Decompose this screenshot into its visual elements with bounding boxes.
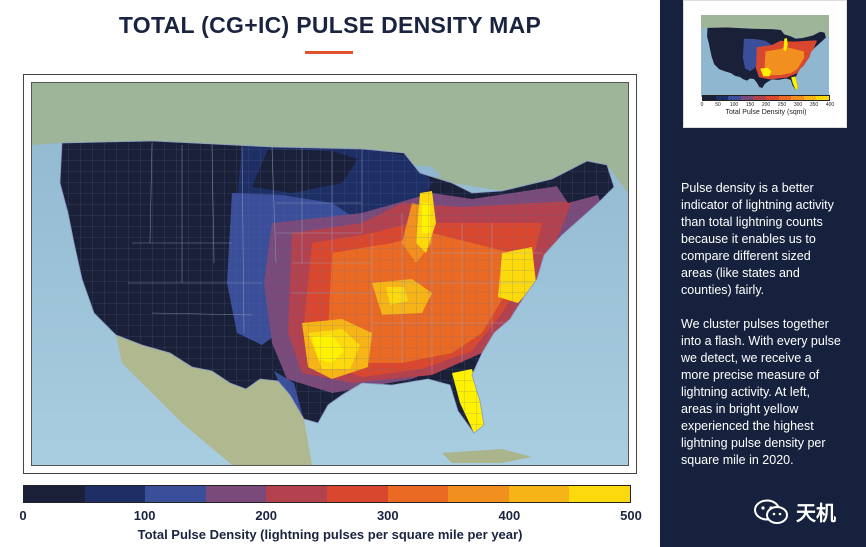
thumbnail-tick-label: 300: [793, 102, 803, 108]
thumbnail-legend-bar: [702, 95, 830, 101]
legend-swatch: [569, 486, 630, 502]
legend-tick-label: 300: [376, 508, 399, 523]
thumbnail-legend-swatch: [728, 96, 741, 100]
watermark-text: 天机: [796, 503, 836, 525]
thumbnail-tick-label: 200: [761, 102, 771, 108]
legend-tick-label: 0: [19, 508, 27, 523]
legend-swatch: [508, 486, 570, 502]
page-title: TOTAL (CG+IC) PULSE DENSITY MAP: [118, 12, 542, 38]
thumbnail-legend-swatch: [703, 96, 716, 100]
thumbnail-tick-label: 0: [700, 102, 704, 108]
map-frame: [23, 74, 637, 474]
thumbnail-legend-swatch: [816, 96, 829, 100]
legend-tick-label: 100: [133, 508, 156, 523]
legend-swatch: [24, 486, 85, 502]
thumbnail-tick-label: 250: [777, 102, 787, 108]
thumbnail-legend-swatch: [740, 96, 754, 100]
legend-swatch: [84, 486, 146, 502]
thumbnail-legend-swatch: [778, 96, 792, 100]
thumbnail-legend-swatch: [765, 96, 779, 100]
wechat-icon: [754, 499, 788, 524]
canada-landmass: [32, 83, 628, 193]
main-panel: TOTAL (CG+IC) PULSE DENSITY MAP: [19, 12, 642, 542]
mexico-landmass: [116, 335, 312, 465]
legend-swatch: [326, 486, 388, 502]
thumbnail-tick-label: 400: [825, 102, 835, 108]
cuba-island: [442, 449, 532, 463]
legend-swatch: [145, 486, 206, 502]
legend-tick-label: 500: [620, 508, 642, 523]
thumbnail-legend-caption: Total Pulse Density (sqmi): [725, 109, 807, 116]
map-container[interactable]: [31, 82, 629, 466]
legend-swatch: [266, 486, 327, 502]
legend-swatch: [448, 486, 509, 502]
thumbnail-legend-ticks: 0 50 100 150 200 250 300 350 400: [700, 102, 835, 110]
sidebar-paragraph-2: We cluster pulses together into a flash.…: [681, 317, 841, 467]
thumbnail-legend-swatch: [791, 96, 804, 100]
legend-caption: Total Pulse Density (lightning pulses pe…: [137, 527, 523, 542]
thumbnail-tick-label: 100: [729, 102, 739, 108]
thumbnail-tick-label: 350: [809, 102, 819, 108]
thumbnail-map: [701, 15, 829, 97]
color-legend-bar: [23, 485, 631, 503]
thumbnail-tick-label: 50: [715, 102, 721, 108]
thumbnail-legend-swatch: [715, 96, 729, 100]
state-borders: [128, 142, 542, 373]
thumbnail-map-card[interactable]: 0 50 100 150 200 250 300 350 400 Total Pulse Den…: [683, 0, 847, 128]
legend-tick-label: 200: [255, 508, 278, 523]
legend-tick-label: 400: [498, 508, 521, 523]
thumbnail-legend-swatch: [753, 96, 766, 100]
sidebar-paragraph-1: Pulse density is a better indicator of l…: [681, 181, 834, 297]
legend-swatch: [387, 486, 449, 502]
title-underline: [305, 51, 353, 54]
legend-swatch: [205, 486, 267, 502]
thumbnail-legend-swatch: [803, 96, 817, 100]
wechat-watermark: 天机: [754, 497, 836, 526]
pulse-density-map[interactable]: [32, 83, 628, 465]
thumbnail-tick-label: 150: [745, 102, 755, 108]
